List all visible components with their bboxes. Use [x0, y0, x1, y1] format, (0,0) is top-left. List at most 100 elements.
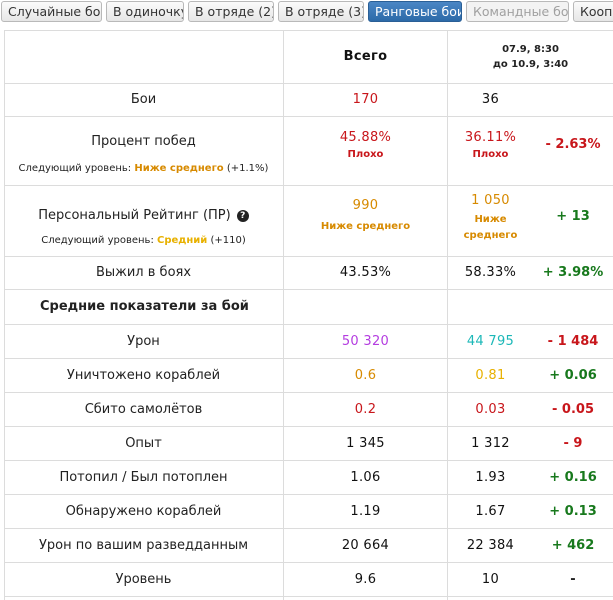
total-cell: 1 345: [284, 426, 447, 460]
spotting-damage-total: 20 664: [341, 537, 390, 553]
delta-cell: - 9: [533, 426, 613, 460]
question-circle-icon[interactable]: ?: [236, 209, 249, 222]
period-cell: 10: [448, 562, 533, 596]
table-row: Уровень 9.6 10 -: [4, 562, 613, 596]
period-cell: 36.11% Плохо: [448, 116, 533, 185]
table-row: Бои 170 36: [4, 83, 613, 116]
winrate-period: 36.11%: [464, 129, 517, 145]
tab-division-2[interactable]: В отряде (2): [188, 1, 274, 22]
period-cell: 36: [448, 83, 533, 116]
grid-line: [4, 256, 613, 257]
period-cell: 44 795: [448, 324, 533, 358]
next-level-prefix: Следующий уровень:: [18, 162, 132, 174]
total-cell: 1.19: [284, 494, 447, 528]
row-label: Опыт: [4, 426, 283, 460]
tab-team-battles[interactable]: Командные бои: [466, 1, 569, 22]
grid-line: [4, 30, 5, 600]
table-row: Процент побед Следующий уровень: Ниже ср…: [4, 116, 613, 185]
total-cell: 170: [284, 83, 447, 116]
column-header-period: 07.9, 8:30 до 10.9, 3:40: [448, 30, 613, 83]
pr-label-wrap: Персональный Рейтинг (ПР)?: [38, 207, 249, 223]
tab-random-battles[interactable]: Случайные бои: [1, 1, 102, 22]
row-label: Бои: [4, 83, 283, 116]
grid-line: [4, 528, 613, 529]
winrate-total: 45.88%: [339, 129, 392, 145]
total-cell: 43.53%: [284, 256, 447, 289]
survived-period: 58.33%: [464, 265, 517, 280]
delta-cell: + 0.13: [533, 494, 613, 528]
grid-line: [447, 30, 448, 600]
table-row: Урон по вашим разведданным 20 664 22 384…: [4, 528, 613, 562]
grid-line: [4, 289, 613, 290]
damage-total: 50 320: [341, 333, 390, 349]
period-cell: 0.03: [448, 392, 533, 426]
pr-period-rating-line2: среднего: [463, 229, 518, 241]
winrate-next-level: Следующий уровень: Ниже среднего (+1.1%): [19, 163, 269, 174]
tier-delta: -: [570, 571, 576, 587]
grid-line: [4, 494, 613, 495]
grid-line: [4, 185, 613, 186]
next-level-gap: (+1.1%): [226, 162, 269, 174]
row-label: Урон по вашим разведданным: [4, 528, 283, 562]
column-header-total: Всего: [284, 30, 447, 83]
spotted-period: 1.67: [475, 503, 506, 519]
row-label: Персональный Рейтинг (ПР)? Следующий уро…: [4, 185, 283, 256]
kd-delta: + 0.16: [549, 469, 597, 485]
xp-delta: - 9: [563, 435, 583, 451]
tab-solo[interactable]: В одиночку: [106, 1, 184, 22]
battles-total: 170: [352, 92, 379, 107]
pr-label: Персональный Рейтинг (ПР): [38, 207, 231, 223]
pr-delta: + 13: [556, 209, 590, 224]
grid-line: [4, 30, 613, 31]
total-cell: 0.6: [284, 358, 447, 392]
planes-period: 0.03: [475, 401, 506, 417]
delta-cell: + 3.98%: [533, 256, 613, 289]
grid-line: [4, 83, 613, 84]
spotting-damage-delta: + 462: [551, 537, 595, 553]
section-title: Средние показатели за бой: [4, 289, 283, 324]
kills-period: 0.81: [475, 367, 506, 383]
row-label: Процент побед Следующий уровень: Ниже ср…: [4, 116, 283, 185]
battle-type-tabs: Случайные бои В одиночку В отряде (2) В …: [0, 0, 613, 25]
planes-label: Сбито самолётов: [84, 401, 203, 417]
table-row: Персональный Рейтинг (ПР)? Следующий уро…: [4, 185, 613, 256]
total-header-label: Всего: [343, 49, 388, 64]
total-cell: 20 664: [284, 528, 447, 562]
survived-total: 43.53%: [339, 265, 392, 280]
planes-delta: - 0.05: [552, 401, 594, 417]
pr-next-level: Следующий уровень: Средний (+110): [41, 235, 246, 246]
period-cell: 1 312: [448, 426, 533, 460]
survived-label: Выжил в боях: [95, 265, 192, 280]
grid-line: [4, 324, 613, 325]
xp-period: 1 312: [471, 435, 510, 451]
row-label: Обнаружено кораблей: [4, 494, 283, 528]
total-cell: 0.2: [284, 392, 447, 426]
spotting-damage-label: Урон по вашим разведданным: [38, 537, 249, 553]
winrate-label: Процент побед: [91, 133, 196, 149]
tab-division-3[interactable]: В отряде (3): [278, 1, 364, 22]
kd-label: Потопил / Был потоплен: [59, 469, 228, 485]
row-label: Сбито самолётов: [4, 392, 283, 426]
planes-total: 0.2: [354, 401, 377, 417]
delta-cell: + 0.06: [533, 358, 613, 392]
table-row: Выжил в боях 43.53% 58.33% + 3.98%: [4, 256, 613, 289]
stats-table: Всего 07.9, 8:30 до 10.9, 3:40 Бои 170 3…: [4, 30, 613, 600]
grid-line: [4, 460, 613, 461]
winrate-period-rating: Плохо: [472, 148, 509, 160]
kd-total: 1.06: [350, 469, 381, 485]
kills-delta: + 0.06: [549, 367, 597, 383]
winrate-total-rating: Плохо: [347, 148, 384, 160]
tab-ranked-battles[interactable]: Ранговые бои: [368, 1, 462, 22]
grid-line: [283, 30, 284, 600]
period-cell: 22 384: [448, 528, 533, 562]
next-level-prefix: Следующий уровень:: [41, 234, 154, 246]
row-label: Уничтожено кораблей: [4, 358, 283, 392]
winrate-delta: - 2.63%: [545, 137, 601, 152]
next-level-gap: (+110): [210, 234, 246, 246]
kills-total: 0.6: [354, 367, 377, 383]
spotting-damage-period: 22 384: [466, 537, 515, 553]
table-row: Сбито самолётов 0.2 0.03 - 0.05: [4, 392, 613, 426]
total-cell: 9.6: [284, 562, 447, 596]
grid-line: [4, 392, 613, 393]
tab-coop[interactable]: Кооп: [573, 1, 613, 22]
